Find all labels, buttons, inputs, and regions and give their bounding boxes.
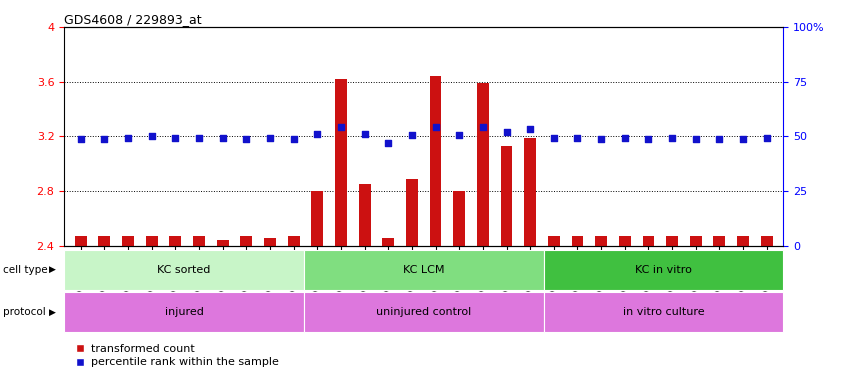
Point — [594, 136, 608, 142]
Point — [145, 133, 158, 139]
Bar — [312, 191, 324, 246]
Bar — [217, 240, 229, 246]
Point — [641, 136, 655, 142]
Point — [618, 135, 632, 141]
Text: ▶: ▶ — [49, 265, 56, 274]
Bar — [304, 250, 544, 290]
Text: in vitro culture: in vitro culture — [622, 307, 704, 317]
Text: KC LCM: KC LCM — [403, 265, 444, 275]
Point — [240, 136, 253, 142]
Point — [736, 136, 750, 142]
Point — [216, 135, 229, 141]
Point — [452, 132, 466, 138]
Bar — [64, 250, 304, 290]
Point — [429, 124, 443, 130]
Point — [665, 135, 679, 141]
Bar — [169, 236, 181, 246]
Point — [334, 124, 348, 130]
Bar — [122, 236, 134, 246]
Bar — [572, 236, 584, 246]
Text: uninjured control: uninjured control — [376, 307, 472, 317]
Bar — [64, 292, 304, 332]
Point — [122, 135, 135, 141]
Bar — [335, 79, 347, 246]
Bar — [548, 236, 560, 246]
Point — [287, 136, 300, 142]
Bar — [264, 238, 276, 246]
Point — [169, 135, 182, 141]
Point — [74, 136, 87, 142]
Point — [523, 126, 537, 132]
Point — [689, 136, 703, 142]
Bar — [595, 236, 607, 246]
Bar — [193, 236, 205, 246]
Text: KC sorted: KC sorted — [158, 265, 211, 275]
Bar — [383, 238, 394, 246]
Bar — [454, 191, 465, 246]
Point — [263, 135, 276, 141]
Bar — [713, 236, 725, 246]
Bar — [288, 236, 300, 246]
Text: cell type: cell type — [3, 265, 47, 275]
Bar — [501, 146, 513, 246]
Bar — [406, 179, 418, 246]
Text: protocol: protocol — [3, 307, 45, 317]
Bar — [666, 236, 678, 246]
Text: injured: injured — [164, 307, 204, 317]
Bar — [241, 236, 253, 246]
Bar — [643, 236, 654, 246]
Point — [192, 135, 205, 141]
Bar — [761, 236, 773, 246]
Bar — [430, 76, 442, 246]
Bar — [98, 236, 110, 246]
Point — [358, 131, 372, 137]
Point — [405, 132, 419, 138]
Point — [311, 131, 324, 137]
Legend: transformed count, percentile rank within the sample: transformed count, percentile rank withi… — [69, 339, 283, 372]
Point — [760, 135, 774, 141]
Bar — [690, 236, 702, 246]
Point — [500, 129, 514, 135]
Point — [571, 135, 585, 141]
Bar — [146, 236, 158, 246]
Point — [98, 136, 111, 142]
Point — [476, 124, 490, 130]
Point — [547, 135, 561, 141]
Bar — [524, 138, 536, 246]
Bar — [359, 184, 371, 246]
Bar — [737, 236, 749, 246]
Text: ▶: ▶ — [49, 308, 56, 316]
Point — [712, 136, 726, 142]
Bar — [74, 236, 86, 246]
Point — [382, 140, 395, 146]
Text: GDS4608 / 229893_at: GDS4608 / 229893_at — [64, 13, 202, 26]
Bar — [544, 250, 783, 290]
Bar — [477, 83, 489, 246]
Text: KC in vitro: KC in vitro — [635, 265, 692, 275]
Bar — [544, 292, 783, 332]
Bar — [619, 236, 631, 246]
Bar — [304, 292, 544, 332]
